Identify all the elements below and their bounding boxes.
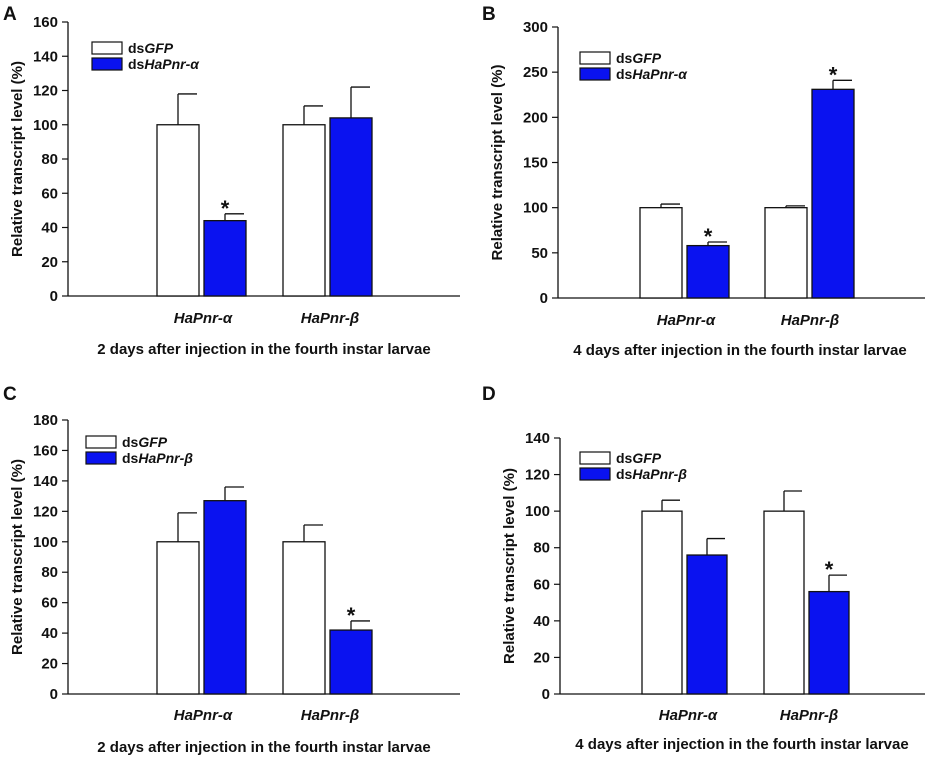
legend-swatch <box>85 451 117 465</box>
legend-label: dsHaPnr-β <box>122 450 193 466</box>
bar-dsHaPnr-α-HaPnr-α <box>686 244 730 299</box>
panel-a: A 0 20 40 60 80 100 120 140 160 Relative transcrip… <box>3 4 460 358</box>
significance-star: * <box>221 196 230 221</box>
legend-label: dsGFP <box>616 450 662 466</box>
y-tick-label: 50 <box>531 245 548 262</box>
y-tick-label: 100 <box>33 534 58 551</box>
y-tick-label: 200 <box>523 109 548 126</box>
panel-letter: C <box>3 384 17 405</box>
x-category-label: HaPnr-β <box>301 707 359 724</box>
legend-swatch <box>91 41 123 55</box>
x-category-label: HaPnr-α <box>174 707 233 724</box>
y-tick-label: 20 <box>41 254 58 271</box>
significance-star: * <box>829 62 838 87</box>
y-tick-label: 0 <box>542 686 550 703</box>
y-tick-label: 140 <box>33 473 58 490</box>
y-tick-label: 0 <box>540 290 548 307</box>
bar-dsGFP-HaPnr-β <box>282 124 326 297</box>
bar-dsGFP-HaPnr-β <box>764 207 808 299</box>
x-axis-label: 4 days after injection in the fourth ins… <box>575 736 908 753</box>
bar-dsHaPnr-β-HaPnr-α <box>686 554 728 695</box>
bar-dsGFP-HaPnr-α <box>156 124 200 297</box>
y-tick-label: 40 <box>533 613 550 630</box>
panel-b: B 0 50 100 150 200 250 300 Relative transcript l… <box>482 4 925 359</box>
x-category-label: HaPnr-β <box>780 707 838 724</box>
y-tick-label: 100 <box>525 503 550 520</box>
y-tick-label: 250 <box>523 64 548 81</box>
y-axis-label: Relative transcript level (%) <box>9 61 26 257</box>
legend-swatch <box>579 51 611 65</box>
y-tick-label: 40 <box>41 625 58 642</box>
legend-swatch <box>91 57 123 71</box>
panel-letter: A <box>3 4 17 25</box>
legend-swatch <box>579 67 611 81</box>
significance-star: * <box>825 557 834 582</box>
y-tick-label: 150 <box>523 155 548 172</box>
y-tick-label: 140 <box>525 430 550 447</box>
bar-dsHaPnr-α-HaPnr-β <box>329 117 373 297</box>
legend-label: dsHaPnr-β <box>616 466 687 482</box>
y-axis-label: Relative transcript level (%) <box>9 459 26 655</box>
y-tick-label: 180 <box>33 412 58 429</box>
y-tick-label: 160 <box>33 442 58 459</box>
y-axis-label: Relative transcript level (%) <box>501 468 518 664</box>
y-tick-label: 100 <box>33 117 58 134</box>
bar-dsGFP-HaPnr-α <box>156 541 200 695</box>
y-tick-label: 20 <box>533 649 550 666</box>
y-tick-label: 0 <box>50 686 58 703</box>
x-axis-label: 2 days after injection in the fourth ins… <box>97 341 430 358</box>
y-tick-label: 40 <box>41 220 58 237</box>
significance-star: * <box>347 603 356 628</box>
legend-swatch <box>579 467 611 481</box>
bar-dsHaPnr-α-HaPnr-β <box>811 88 855 299</box>
bar-dsGFP-HaPnr-β <box>282 541 326 695</box>
panel-letter: B <box>482 4 496 25</box>
panel-c: C 0 20 40 60 80 100 120 140 160 180 Relative transc… <box>3 384 460 756</box>
y-tick-label: 100 <box>523 200 548 217</box>
panel-letter: D <box>482 384 496 405</box>
y-tick-label: 80 <box>41 151 58 168</box>
x-category-label: HaPnr-α <box>657 312 716 329</box>
bar-dsGFP-HaPnr-α <box>639 207 683 299</box>
y-tick-label: 120 <box>33 503 58 520</box>
y-axis-label: Relative transcript level (%) <box>489 65 506 261</box>
significance-star: * <box>704 224 713 249</box>
y-tick-label: 20 <box>41 656 58 673</box>
y-tick-label: 80 <box>41 564 58 581</box>
bar-dsHaPnr-β-HaPnr-β <box>808 590 850 695</box>
legend-label: dsGFP <box>122 434 168 450</box>
bar-dsHaPnr-β-HaPnr-β <box>329 629 373 695</box>
y-tick-label: 60 <box>41 595 58 612</box>
bar-dsGFP-HaPnr-α <box>641 510 683 695</box>
legend-label: dsGFP <box>128 40 174 56</box>
bar-dsHaPnr-β-HaPnr-α <box>203 500 247 695</box>
y-tick-label: 60 <box>533 576 550 593</box>
bar-dsGFP-HaPnr-β <box>763 510 805 695</box>
legend-label: dsHaPnr-α <box>128 56 200 72</box>
y-tick-label: 160 <box>33 14 58 31</box>
y-tick-label: 120 <box>525 467 550 484</box>
x-axis-label: 4 days after injection in the fourth ins… <box>573 342 906 359</box>
legend-swatch <box>579 451 611 465</box>
legend-label: dsGFP <box>616 50 662 66</box>
y-tick-label: 0 <box>50 288 58 305</box>
x-axis-label: 2 days after injection in the fourth ins… <box>97 739 430 756</box>
y-tick-label: 300 <box>523 19 548 36</box>
y-tick-label: 120 <box>33 83 58 100</box>
y-tick-label: 80 <box>533 540 550 557</box>
x-category-label: HaPnr-β <box>781 312 839 329</box>
x-category-label: HaPnr-α <box>659 707 718 724</box>
y-tick-label: 140 <box>33 48 58 65</box>
bar-dsHaPnr-α-HaPnr-α <box>203 219 247 297</box>
legend-swatch <box>85 435 117 449</box>
y-tick-label: 60 <box>41 185 58 202</box>
panel-d: D 0 20 40 60 80 100 120 140 Relative transcript l… <box>482 384 925 753</box>
x-category-label: HaPnr-α <box>174 310 233 327</box>
legend-label: dsHaPnr-α <box>616 66 688 82</box>
x-category-label: HaPnr-β <box>301 310 359 327</box>
